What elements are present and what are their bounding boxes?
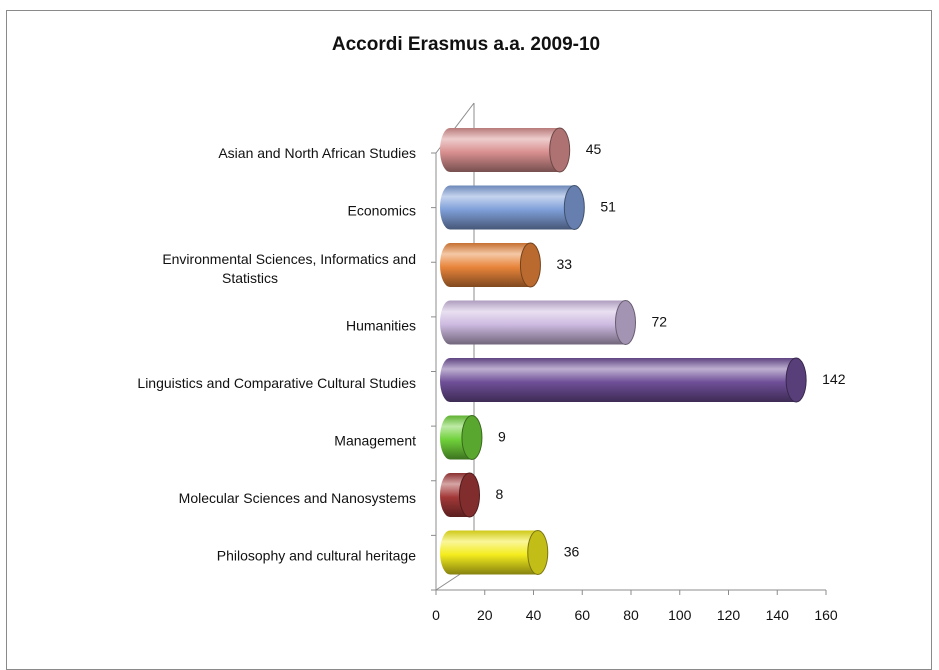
bar-body	[450, 128, 560, 172]
category-label-asian-and-north-african-studies: Asian and North African Studies	[218, 145, 416, 161]
bars	[440, 127, 807, 575]
bar-end-cap	[459, 472, 480, 518]
x-tick-label: 0	[432, 607, 440, 623]
x-tick-label: 40	[526, 607, 542, 623]
category-label-linguistics-and-comparative-cultural-studies: Linguistics and Comparative Cultural Stu…	[137, 375, 416, 391]
data-label-humanities: 72	[652, 314, 668, 330]
x-tick-label: 80	[623, 607, 639, 623]
bar-philosophy-and-cultural-heritage	[440, 530, 549, 575]
bar-economics	[440, 185, 585, 230]
category-label-philosophy-and-cultural-heritage: Philosophy and cultural heritage	[217, 548, 416, 564]
bar-end-cap	[563, 185, 585, 230]
bar-body	[450, 243, 531, 287]
x-tick-labels: 0 20 40 60 80 100 120 140 160	[432, 607, 838, 623]
category-label-molecular-sciences-and-nanosystems: Molecular Sciences and Nanosystems	[179, 490, 416, 506]
category-label-humanities: Humanities	[346, 318, 416, 334]
category-label-economics: Economics	[348, 203, 416, 219]
bar-body	[450, 185, 575, 230]
axes	[431, 102, 827, 595]
x-tick-label: 140	[766, 607, 790, 623]
bar-end-cap	[785, 357, 807, 403]
data-label-molecular-sciences-and-nanosystems: 8	[496, 486, 504, 502]
data-label-linguistics-and-comparative-cultural-studies: 142	[822, 371, 846, 387]
category-label-environmental-sciences-informatics-and-statistics: Environmental Sciences, Informatics and S…	[162, 251, 416, 286]
x-tick-label: 100	[668, 607, 692, 623]
data-label-philosophy-and-cultural-heritage: 36	[564, 544, 580, 560]
data-label-environmental-sciences-informatics-and-statistics: 33	[556, 256, 572, 272]
x-tick-label: 120	[717, 607, 741, 623]
x-tick-label: 20	[477, 607, 493, 623]
bar-body	[450, 300, 626, 345]
bar-end-cap	[549, 127, 571, 173]
category-labels: Asian and North African Studies Economics…	[137, 145, 416, 564]
x-tick-label: 160	[814, 607, 838, 623]
bar-body	[450, 358, 797, 402]
bar-end-cap	[615, 300, 636, 345]
data-label-asian-and-north-african-studies: 45	[586, 141, 602, 157]
bar-end-cap	[519, 242, 541, 288]
bar-molecular-sciences-and-nanosystems	[440, 472, 480, 518]
bar-asian-and-north-african-studies	[440, 127, 571, 173]
data-label-economics: 51	[600, 199, 616, 215]
data-label-management: 9	[498, 429, 506, 445]
bar-management	[440, 415, 483, 460]
x-tick-label: 60	[574, 607, 590, 623]
bar-environmental-sciences-informatics-and-statistics	[440, 242, 541, 288]
category-label-management: Management	[334, 433, 416, 449]
bar-end-cap	[461, 415, 483, 460]
bar-body	[450, 530, 538, 575]
chart-title: Accordi Erasmus a.a. 2009-10	[332, 34, 600, 55]
bar-humanities	[440, 300, 636, 345]
bar-chart: Accordi Erasmus a.a. 2009-10 Asian and N…	[137, 34, 846, 623]
data-labels: 45 51 33 72 142 9 8 36	[496, 141, 846, 560]
bar-end-cap	[527, 530, 549, 575]
bar-linguistics-and-comparative-cultural-studies	[440, 357, 807, 403]
